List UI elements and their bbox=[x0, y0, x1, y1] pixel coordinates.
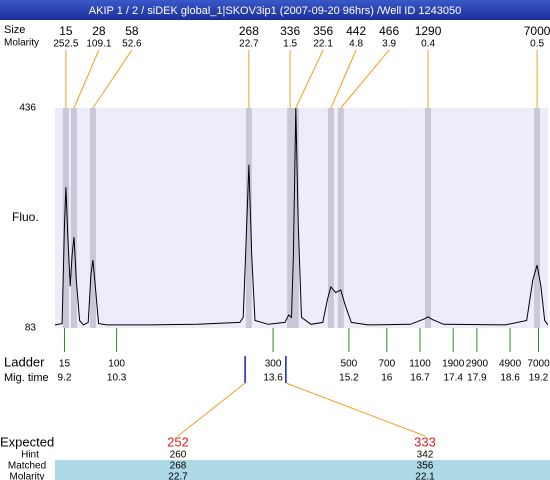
peak-connector bbox=[330, 49, 357, 109]
matched-value: 356 bbox=[417, 461, 434, 472]
peak-connector bbox=[92, 49, 133, 109]
ladder-label: Ladder bbox=[4, 354, 45, 369]
ladder-size: 1900 bbox=[442, 359, 465, 370]
peak-size: 28 bbox=[92, 24, 106, 38]
peak-connector bbox=[73, 49, 100, 109]
ladder-size: 7000 bbox=[527, 359, 550, 370]
peak-molarity: 22.7 bbox=[239, 39, 259, 50]
peak-band bbox=[292, 108, 299, 328]
hint-value: 342 bbox=[417, 450, 434, 461]
mig-time-label: Mig. time bbox=[4, 372, 49, 384]
peak-molarity: 252.5 bbox=[53, 39, 78, 50]
peak-band bbox=[534, 108, 541, 328]
peak-band bbox=[287, 108, 294, 328]
molarity-value: 22.1 bbox=[415, 472, 435, 480]
ladder-size: 4900 bbox=[499, 359, 522, 370]
peak-connector bbox=[340, 49, 390, 109]
title: AKIP 1 / 2 / siDEK global_1|SKOV3ip1 (20… bbox=[89, 5, 461, 17]
expected-value: 252 bbox=[167, 434, 189, 449]
peak-molarity: 1.5 bbox=[283, 39, 297, 50]
peak-size: 356 bbox=[313, 24, 333, 38]
peak-header: Molarity bbox=[4, 38, 39, 49]
peak-molarity: 52.6 bbox=[122, 39, 142, 50]
peak-header: Size bbox=[4, 24, 25, 36]
trace bbox=[54, 107, 549, 326]
peak-band bbox=[327, 108, 334, 328]
y-axis-label: Fluo. bbox=[12, 210, 39, 224]
ladder-size: 1100 bbox=[409, 359, 431, 370]
ladder-time: 17.9 bbox=[467, 373, 487, 384]
peak-band bbox=[70, 108, 77, 328]
hint-value: 260 bbox=[170, 450, 187, 461]
peak-size: 442 bbox=[346, 24, 366, 38]
matched-label: Matched bbox=[8, 461, 46, 472]
ladder-size: 300 bbox=[265, 359, 282, 370]
title-bar bbox=[0, 0, 550, 20]
peak-molarity: 4.8 bbox=[349, 39, 363, 50]
peak-molarity: 22.1 bbox=[313, 39, 333, 50]
peak-size: 58 bbox=[125, 24, 139, 38]
ladder-time: 10.3 bbox=[107, 373, 127, 384]
peak-size: 268 bbox=[239, 24, 259, 38]
expected-value: 333 bbox=[414, 434, 436, 449]
ladder-time: 9.2 bbox=[58, 373, 72, 384]
hint-label: Hint bbox=[21, 450, 39, 461]
peak-band bbox=[62, 108, 69, 328]
molarity-value: 22.7 bbox=[168, 472, 188, 480]
ladder-size: 15 bbox=[59, 359, 71, 370]
matched-row-bg bbox=[55, 460, 550, 480]
ladder-time: 16 bbox=[381, 373, 393, 384]
peak-band bbox=[89, 108, 96, 328]
ladder-size: 100 bbox=[108, 359, 125, 370]
peak-connector bbox=[295, 49, 324, 109]
expected-label: Expected bbox=[0, 434, 54, 449]
ladder-time: 13.6 bbox=[263, 373, 283, 384]
peak-size: 466 bbox=[379, 24, 399, 38]
ladder-time: 18.6 bbox=[500, 373, 520, 384]
peak-size: 336 bbox=[280, 24, 300, 38]
peak-size: 1290 bbox=[415, 24, 442, 38]
expected-connector bbox=[177, 382, 246, 437]
y-tick-label: 436 bbox=[19, 103, 36, 114]
peak-molarity: 0.4 bbox=[421, 39, 435, 50]
ladder-time: 19.2 bbox=[529, 373, 549, 384]
ladder-time: 17.4 bbox=[443, 373, 463, 384]
ladder-time: 15.2 bbox=[339, 373, 359, 384]
matched-value: 268 bbox=[170, 461, 187, 472]
peak-size: 15 bbox=[59, 24, 73, 38]
peak-size: 7000 bbox=[524, 24, 550, 38]
peak-molarity: 0.5 bbox=[530, 39, 544, 50]
ladder-time: 16.7 bbox=[410, 373, 430, 384]
peak-band bbox=[425, 108, 432, 328]
peak-molarity: 3.9 bbox=[382, 39, 396, 50]
plot-area bbox=[55, 108, 548, 328]
peak-molarity: 109.1 bbox=[86, 39, 111, 50]
peak-band bbox=[337, 108, 344, 328]
ladder-size: 700 bbox=[378, 359, 395, 370]
molarity-label: Molarity bbox=[9, 472, 44, 480]
ladder-size: 2900 bbox=[466, 359, 489, 370]
ladder-size: 500 bbox=[341, 359, 358, 370]
y-tick-label: 83 bbox=[25, 323, 37, 334]
expected-connector bbox=[285, 382, 426, 437]
peak-band bbox=[245, 108, 252, 328]
